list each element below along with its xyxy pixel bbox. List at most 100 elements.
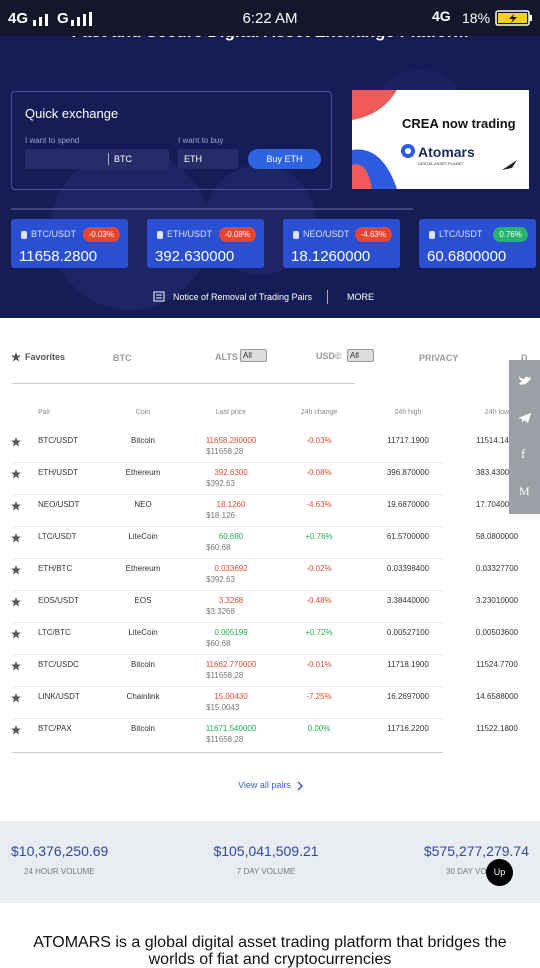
tab-more[interactable]: D bbox=[521, 353, 528, 363]
usd-price[interactable]: $11658.28 bbox=[206, 447, 244, 456]
column-header[interactable]: Last price bbox=[215, 409, 247, 416]
usd-price[interactable]: $392.63 bbox=[206, 479, 235, 488]
low-24h[interactable]: 0.00503600 bbox=[475, 628, 519, 637]
buy-button[interactable]: Buy ETH bbox=[248, 149, 321, 169]
high-24h[interactable]: 396.870000 bbox=[386, 468, 430, 477]
view-all-arrow[interactable] bbox=[296, 781, 304, 791]
coin[interactable]: Ethereum bbox=[125, 564, 161, 573]
high-24h[interactable]: 11718.1900 bbox=[387, 660, 429, 669]
last-price[interactable]: 11662.770000 bbox=[205, 660, 257, 669]
twitter-icon[interactable] bbox=[518, 375, 532, 387]
change-24h[interactable]: -4.63% bbox=[306, 500, 332, 509]
banner[interactable]: CREA now trading Atomars DIGITAL ASSET P… bbox=[352, 90, 529, 189]
high-24h[interactable]: 0.03398400 bbox=[386, 564, 430, 573]
tab-alts[interactable]: ALTS bbox=[215, 352, 238, 362]
favorite-star[interactable] bbox=[11, 565, 21, 575]
ticker-card[interactable]: BTC/USDT -0.03% 11658.2800 bbox=[11, 219, 128, 268]
spend-currency[interactable]: BTC bbox=[114, 154, 132, 164]
ticker-card[interactable]: NEO/USDT -4.63% 18.1260000 bbox=[283, 219, 400, 268]
column-header[interactable]: 24h high bbox=[394, 409, 422, 416]
usd-price[interactable]: $11658.28 bbox=[206, 735, 244, 744]
alts-filter[interactable]: All bbox=[240, 349, 267, 362]
column-header[interactable]: Pair bbox=[38, 409, 51, 416]
low-24h[interactable]: 11524.7700 bbox=[476, 660, 518, 669]
notice-more[interactable]: MORE bbox=[347, 292, 374, 302]
change-24h[interactable]: +0.76% bbox=[305, 532, 333, 541]
column-header[interactable]: 24h change bbox=[300, 409, 338, 416]
usd-price[interactable]: $3.3268 bbox=[206, 607, 235, 616]
last-price[interactable]: 60.680 bbox=[218, 532, 244, 541]
last-price[interactable]: 11671.540000 bbox=[205, 724, 257, 733]
coin[interactable]: Chainlink bbox=[126, 692, 160, 701]
ticker-card[interactable]: LTC/USDT 0.76% 60.6800000 bbox=[419, 219, 536, 268]
low-24h[interactable]: 3.23010000 bbox=[475, 596, 519, 605]
buy-select[interactable]: ETH bbox=[178, 149, 238, 169]
pair[interactable]: ETH/USDT bbox=[38, 468, 78, 477]
high-24h[interactable]: 3.38440000 bbox=[386, 596, 430, 605]
pair[interactable]: ETH/BTC bbox=[38, 564, 73, 573]
low-24h[interactable]: 17.7040000 bbox=[475, 500, 519, 509]
usd-price[interactable]: $18.126 bbox=[206, 511, 235, 520]
last-price[interactable]: 18.1260 bbox=[216, 500, 246, 509]
pair[interactable]: LTC/BTC bbox=[38, 628, 71, 637]
tab-favorites[interactable]: Favorites bbox=[25, 352, 66, 362]
favorite-star[interactable] bbox=[11, 469, 21, 479]
column-header[interactable]: 24h low bbox=[484, 409, 510, 416]
change-24h[interactable]: -7.25% bbox=[306, 692, 332, 701]
change-24h[interactable]: -0.08% bbox=[306, 468, 332, 477]
view-all-pairs[interactable]: View all pairs bbox=[238, 780, 291, 790]
coin[interactable]: LiteCoin bbox=[128, 532, 158, 541]
column-header[interactable]: Coin bbox=[135, 409, 151, 416]
coin[interactable]: Ethereum bbox=[125, 468, 161, 477]
favorite-star[interactable] bbox=[11, 501, 21, 511]
last-price[interactable]: 0.005199 bbox=[214, 628, 248, 637]
change-24h[interactable]: -0.01% bbox=[306, 660, 332, 669]
notice-text[interactable]: Notice of Removal of Trading Pairs bbox=[173, 292, 313, 302]
favorite-star[interactable] bbox=[11, 661, 21, 671]
coin[interactable]: Bitcoin bbox=[130, 436, 155, 445]
pair[interactable]: LTC/USDT bbox=[38, 532, 77, 541]
high-24h[interactable]: 19.6870000 bbox=[386, 500, 430, 509]
high-24h[interactable]: 0.00527100 bbox=[386, 628, 430, 637]
buy-currency[interactable]: ETH bbox=[184, 154, 202, 164]
change-24h[interactable]: -0.02% bbox=[306, 564, 332, 573]
high-24h[interactable]: 11717.1900 bbox=[387, 436, 429, 445]
usd-price[interactable]: $60.68 bbox=[206, 639, 231, 648]
usd-filter[interactable]: All bbox=[347, 349, 374, 362]
coin[interactable]: NEO bbox=[134, 500, 152, 509]
usd-price[interactable]: $11658.28 bbox=[206, 671, 244, 680]
facebook-icon[interactable]: f bbox=[521, 446, 526, 461]
high-24h[interactable]: 11716.2200 bbox=[387, 724, 429, 733]
spend-input[interactable]: BTC bbox=[25, 149, 169, 169]
low-24h[interactable]: 11514.1400 bbox=[476, 436, 518, 445]
coin[interactable]: LiteCoin bbox=[128, 628, 158, 637]
change-24h[interactable]: 0.00% bbox=[307, 724, 331, 733]
high-24h[interactable]: 61.5700000 bbox=[386, 532, 430, 541]
last-price[interactable]: 3.3268 bbox=[218, 596, 244, 605]
last-price[interactable]: 15.00430 bbox=[214, 692, 248, 701]
change-24h[interactable]: +0.72% bbox=[305, 628, 333, 637]
change-24h[interactable]: -0.03% bbox=[306, 436, 332, 445]
medium-icon[interactable]: M bbox=[519, 484, 530, 498]
scroll-up-button[interactable]: Up bbox=[486, 859, 513, 886]
low-24h[interactable]: 14.6588000 bbox=[475, 692, 519, 701]
coin[interactable]: EOS bbox=[134, 596, 152, 605]
tab-privacy[interactable]: PRIVACY bbox=[419, 353, 459, 363]
pair[interactable]: BTC/USDC bbox=[38, 660, 79, 669]
low-24h[interactable]: 383.430000 bbox=[475, 468, 519, 477]
favorite-star[interactable] bbox=[11, 597, 21, 607]
change-24h[interactable]: -0.48% bbox=[306, 596, 332, 605]
usd-price[interactable]: $60.68 bbox=[206, 543, 231, 552]
pair[interactable]: NEO/USDT bbox=[38, 500, 80, 509]
low-24h[interactable]: 58.0800000 bbox=[475, 532, 519, 541]
pair[interactable]: LINK/USDT bbox=[38, 692, 80, 701]
usd-price[interactable]: $15.0043 bbox=[206, 703, 240, 712]
pair[interactable]: EOS/USDT bbox=[38, 596, 79, 605]
favorite-star[interactable] bbox=[11, 693, 21, 703]
low-24h[interactable]: 0.03327700 bbox=[475, 564, 519, 573]
tab-usd[interactable]: USD© bbox=[316, 351, 342, 361]
low-24h[interactable]: 11522.1800 bbox=[476, 724, 518, 733]
usd-price[interactable]: $392.63 bbox=[206, 575, 235, 584]
favorite-star[interactable] bbox=[11, 629, 21, 639]
telegram-icon[interactable] bbox=[518, 412, 532, 424]
